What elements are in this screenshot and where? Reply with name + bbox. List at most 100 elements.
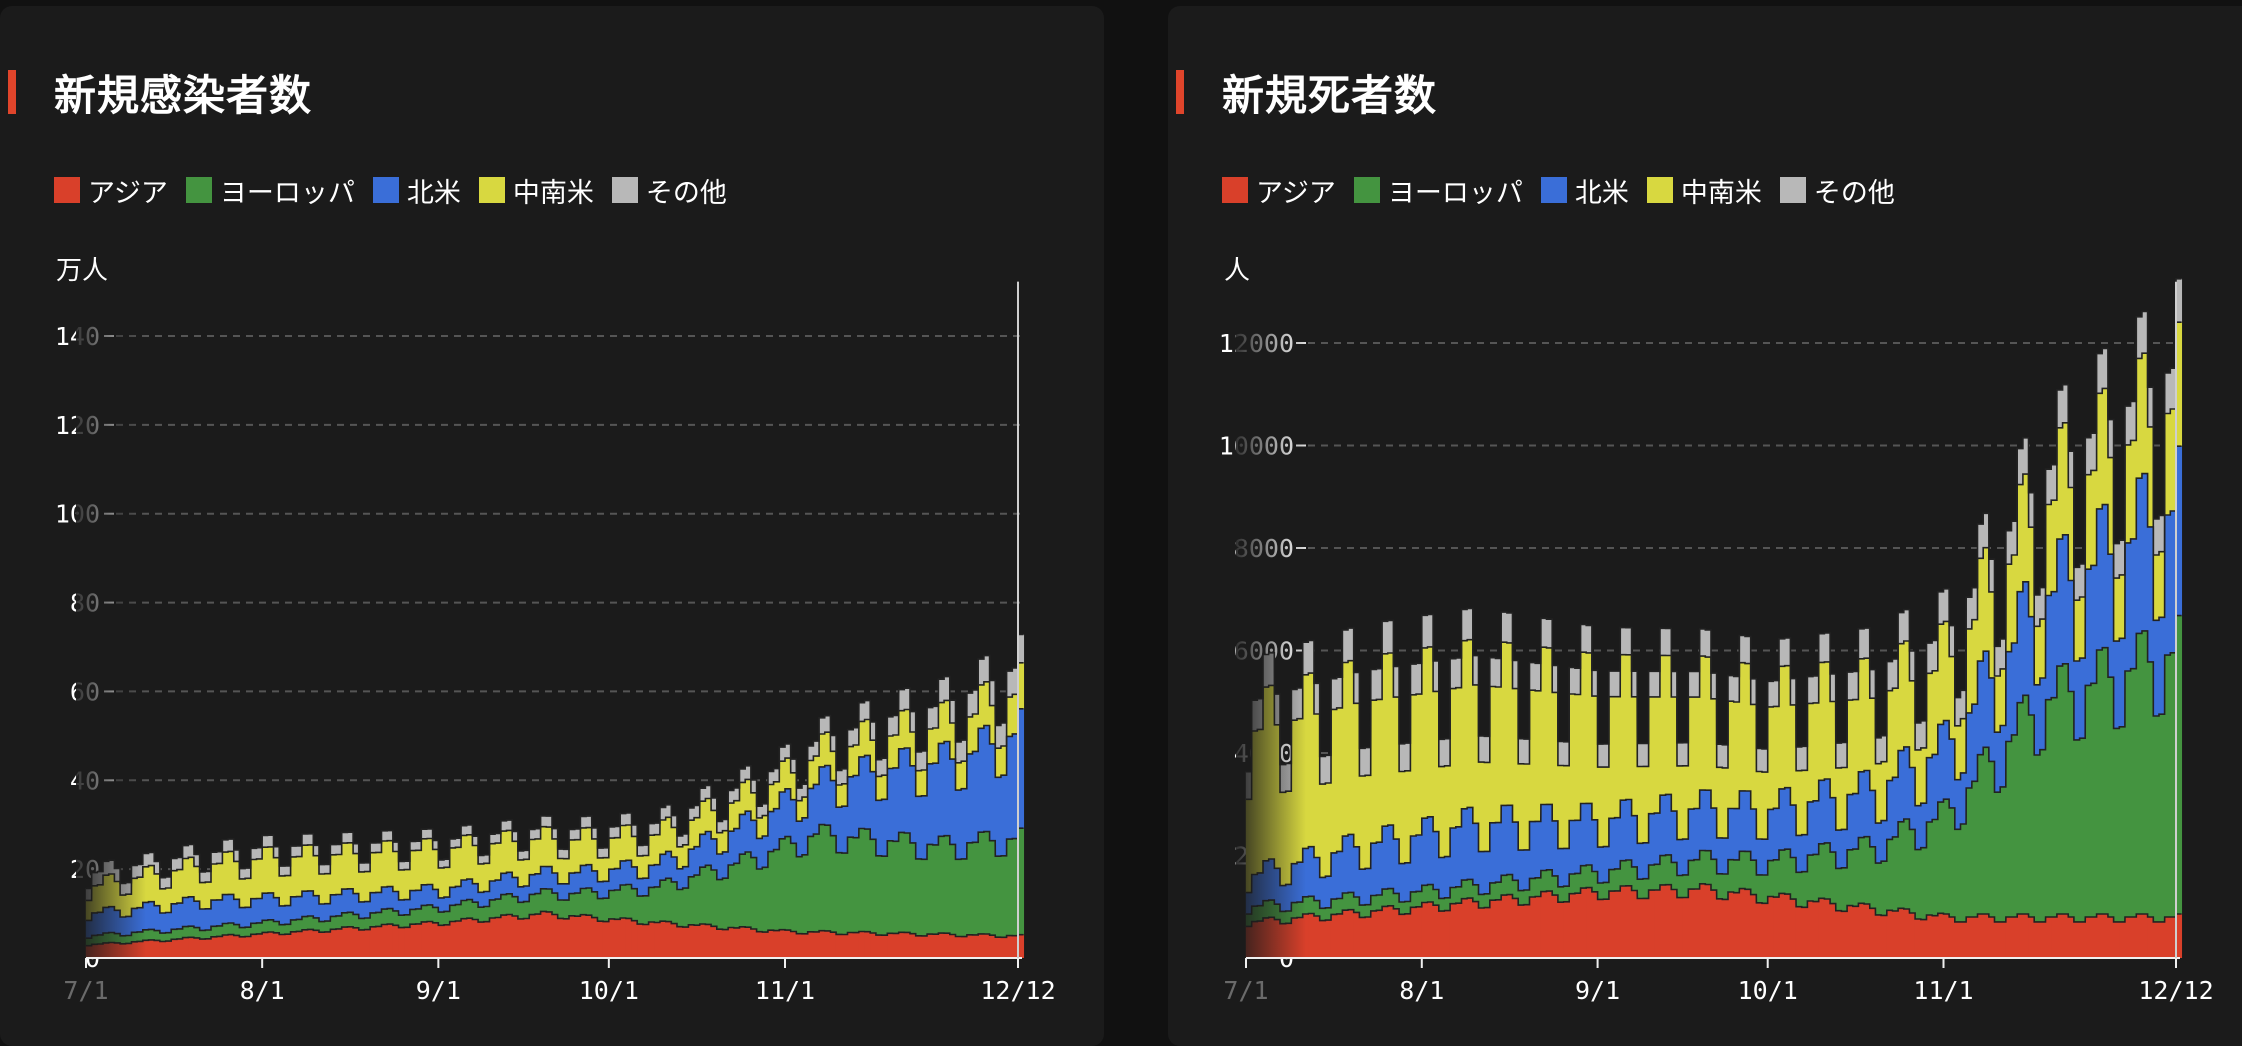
series-1-bar <box>1006 839 1013 936</box>
legend-label: 中南米 <box>1680 177 1762 209</box>
series-0-bar <box>347 926 354 958</box>
series-3-bar <box>1722 767 1729 839</box>
series-0-bar <box>1756 902 1763 958</box>
series-2-bar <box>568 873 576 894</box>
series-4-bar <box>506 820 513 831</box>
series-1-bar <box>244 927 252 937</box>
series-0-bar <box>1897 908 1905 958</box>
series-4-bar <box>665 804 672 818</box>
series-1-area[interactable] <box>85 824 1025 946</box>
legend-item-europe[interactable]: ヨーロッパ <box>185 171 355 210</box>
legend-item-north-america[interactable]: 北米 <box>1540 171 1629 210</box>
series-1-bar <box>477 907 485 923</box>
series-2-bar <box>477 892 485 908</box>
series-3-bar <box>2102 388 2109 505</box>
series-4-bar <box>1557 741 1564 766</box>
legend-item-latin-america[interactable]: 中南米 <box>1646 171 1762 210</box>
series-2-bar <box>1415 835 1423 892</box>
series-1-bar <box>699 867 706 924</box>
x-tick-label: 10/1 <box>1738 976 1798 1005</box>
series-1-bar <box>2085 685 2092 917</box>
series-3-bar <box>409 850 416 891</box>
series-1-bar <box>801 854 809 934</box>
series-2-bar <box>767 811 774 852</box>
series-1-bar <box>387 908 394 925</box>
series-0-bar <box>193 937 201 958</box>
series-2-bar <box>2096 508 2103 651</box>
title-accent <box>1176 70 1184 114</box>
series-3-bar <box>1518 763 1525 851</box>
series-0-bar <box>1325 920 1332 958</box>
series-4-bar <box>1472 655 1479 685</box>
series-3-outline <box>1246 321 2182 801</box>
series-2-area[interactable] <box>85 708 1025 939</box>
series-4-bar <box>1347 628 1355 661</box>
series-1-bar <box>665 878 672 922</box>
series-2-bar <box>387 886 394 909</box>
series-2-bar <box>1835 830 1842 869</box>
series-4-bar <box>602 847 610 858</box>
series-1-bar <box>489 899 496 919</box>
series-3-bar <box>296 856 303 897</box>
series-0-bar <box>1795 906 1803 958</box>
series-4-bar <box>898 689 905 711</box>
legend-item-europe[interactable]: ヨーロッパ <box>1353 171 1523 210</box>
series-0-bar <box>443 924 451 958</box>
series-0-bar <box>1625 885 1632 958</box>
series-3-area[interactable] <box>85 662 1025 921</box>
series-1-bar <box>1313 900 1321 916</box>
series-2-bar <box>1512 822 1519 881</box>
series-0-area[interactable] <box>85 911 1025 958</box>
series-3-bar <box>1926 673 1933 758</box>
series-4-bar <box>557 849 564 859</box>
series-1-bar <box>1308 896 1315 914</box>
series-4-bar <box>1971 587 1978 620</box>
series-1-bar <box>2022 695 2029 915</box>
series-3-bar <box>188 857 195 897</box>
series-2-bar <box>1931 754 1939 820</box>
y-unit-label: 万人 <box>56 256 109 286</box>
legend-item-latin-america[interactable]: 中南米 <box>478 171 594 210</box>
series-1-bar <box>1472 884 1479 902</box>
series-2-bar <box>1897 750 1905 822</box>
series-3-bar <box>1461 640 1468 809</box>
series-0-bar <box>853 932 860 958</box>
legend-item-other[interactable]: その他 <box>1779 171 1895 210</box>
series-3-bar <box>1017 662 1025 709</box>
series-3-bar <box>273 857 280 898</box>
series-4-bar <box>2017 448 2024 485</box>
series-2-bar <box>2124 542 2131 672</box>
series-1-bar <box>159 933 166 942</box>
deaths-chart[interactable]: 0200040006000800010000120007/18/19/110/1… <box>1168 6 2242 1036</box>
infections-chart[interactable]: 0204060801001201407/18/19/110/111/112/12 <box>0 6 1104 1036</box>
series-4-bar <box>1313 683 1321 715</box>
series-2-bar <box>801 817 809 855</box>
series-2-bar <box>256 898 263 923</box>
series-4-bar <box>1807 676 1814 704</box>
series-0-bar <box>1432 905 1440 958</box>
series-3-bar <box>1608 696 1615 819</box>
legend-item-north-america[interactable]: 北米 <box>372 171 461 210</box>
legend-item-other[interactable]: その他 <box>611 171 727 210</box>
series-4-bar <box>1319 756 1326 785</box>
series-1-bar <box>1869 846 1876 909</box>
series-1-bar <box>296 919 303 932</box>
series-4-bar <box>722 819 729 831</box>
series-0-bar <box>256 933 263 958</box>
series-0-area[interactable] <box>1245 883 2183 959</box>
series-0-bar <box>818 930 826 958</box>
series-3-bar <box>2034 626 2041 685</box>
series-4-bar <box>813 741 820 757</box>
series-4-area[interactable] <box>85 634 1025 901</box>
series-0-bar <box>659 921 667 958</box>
series-3-bar <box>1983 547 1990 652</box>
legend-item-asia[interactable]: アジア <box>1222 171 1336 210</box>
series-4-bar <box>1875 737 1882 764</box>
series-3-bar <box>1875 763 1882 824</box>
series-4-bar <box>972 689 979 715</box>
series-3-bar <box>1319 784 1326 878</box>
series-2-bar <box>1580 803 1587 866</box>
series-0-bar <box>1954 921 1961 958</box>
series-1-bar <box>438 912 445 926</box>
legend-item-asia[interactable]: アジア <box>54 171 168 210</box>
